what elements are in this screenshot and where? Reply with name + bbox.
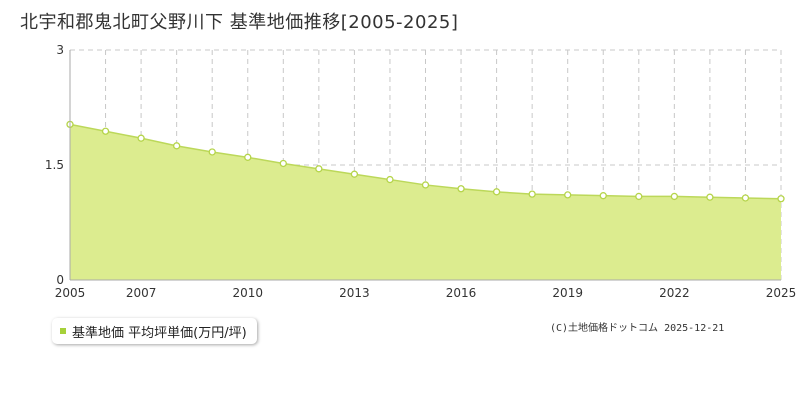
data-point (741, 194, 750, 202)
chart-legend[interactable]: 基準地価 平均坪単価(万円/坪) (52, 318, 257, 344)
data-point (244, 153, 252, 161)
data-point (564, 191, 572, 199)
data-point (101, 127, 110, 135)
data-point (137, 134, 145, 142)
data-point (386, 175, 394, 184)
series-area (70, 124, 781, 280)
y-tick-label: 1.5 (45, 158, 64, 172)
chart-title: 北宇和郡鬼北町父野川下 基準地価推移[2005-2025] (20, 12, 459, 33)
data-point (528, 190, 536, 198)
x-tick-label: 2007 (126, 286, 157, 300)
data-point (635, 192, 643, 201)
legend-label: 基準地価 平均坪単価(万円/坪) (72, 325, 247, 341)
copyright-credit: (C)土地価格ドットコム 2025-12-21 (550, 323, 725, 334)
x-tick-label: 2013 (339, 286, 370, 300)
legend-swatch (60, 328, 66, 334)
data-point (350, 170, 359, 178)
data-point (172, 142, 181, 150)
data-point (599, 192, 607, 200)
data-point (777, 195, 785, 203)
x-tick-label: 2022 (659, 286, 690, 300)
x-tick-label: 2005 (55, 286, 86, 300)
x-tick-label: 2025 (766, 286, 797, 300)
data-point (670, 192, 678, 201)
data-point (279, 159, 287, 168)
data-point (421, 181, 430, 189)
data-point (208, 148, 216, 156)
y-tick-label: 0 (56, 273, 64, 287)
data-point (315, 165, 323, 173)
data-point (457, 185, 465, 193)
x-tick-label: 2010 (232, 286, 263, 300)
data-point (492, 188, 501, 196)
x-tick-label: 2019 (552, 286, 583, 300)
y-tick-label: 3 (56, 43, 64, 57)
data-point (706, 193, 714, 201)
x-tick-label: 2016 (446, 286, 477, 300)
